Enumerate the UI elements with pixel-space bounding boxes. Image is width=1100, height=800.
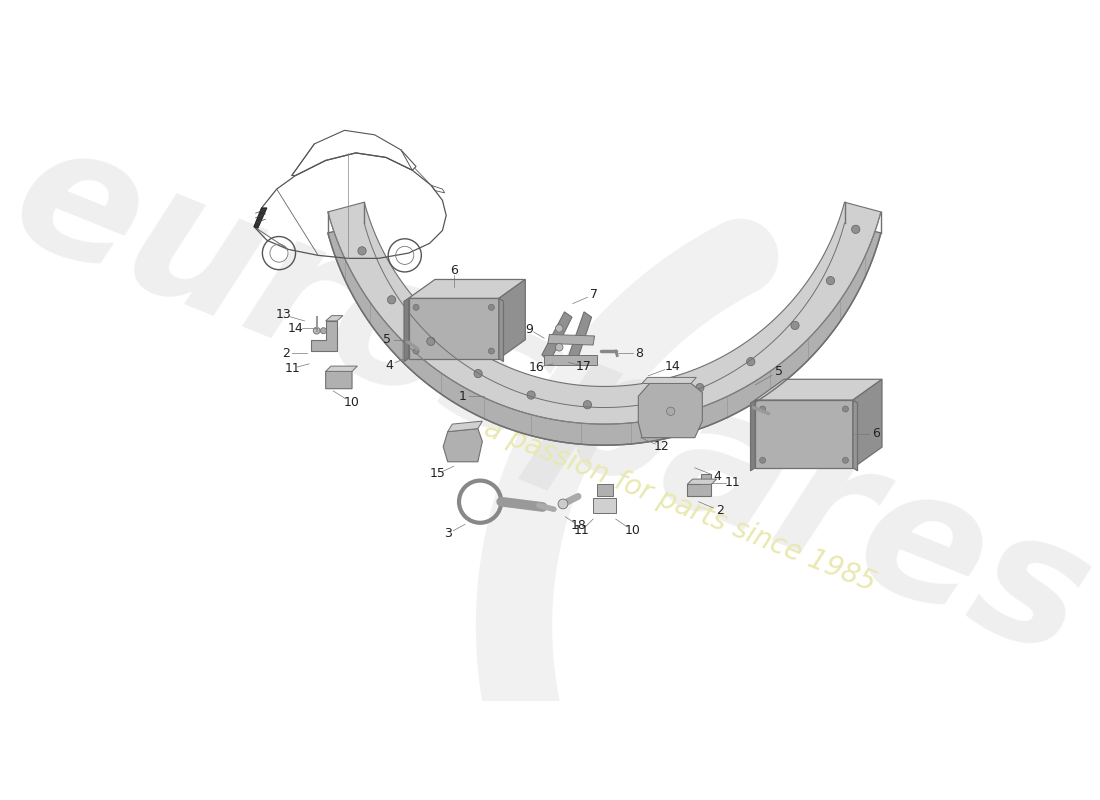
Circle shape xyxy=(320,328,327,334)
Circle shape xyxy=(387,296,396,304)
Polygon shape xyxy=(642,378,696,383)
Text: 2: 2 xyxy=(282,346,289,360)
Text: 5: 5 xyxy=(776,365,783,378)
Circle shape xyxy=(488,348,494,354)
Polygon shape xyxy=(688,474,712,497)
Polygon shape xyxy=(443,429,483,462)
Circle shape xyxy=(488,304,494,310)
Text: 3: 3 xyxy=(444,527,452,540)
Circle shape xyxy=(843,458,848,463)
Text: 6: 6 xyxy=(450,264,458,277)
Text: 18: 18 xyxy=(571,519,586,532)
Text: 4: 4 xyxy=(385,359,393,372)
Text: 8: 8 xyxy=(635,346,643,360)
Polygon shape xyxy=(544,355,597,365)
Text: 7: 7 xyxy=(590,288,598,301)
Text: 15: 15 xyxy=(429,467,446,480)
Circle shape xyxy=(640,398,649,406)
Circle shape xyxy=(358,246,366,255)
Polygon shape xyxy=(548,334,595,345)
Text: eurospares: eurospares xyxy=(0,105,1100,695)
Text: 11: 11 xyxy=(285,362,300,375)
Polygon shape xyxy=(852,379,882,468)
Polygon shape xyxy=(448,421,483,432)
Circle shape xyxy=(314,327,320,334)
Text: 6: 6 xyxy=(871,427,880,440)
Text: 10: 10 xyxy=(343,396,360,409)
Circle shape xyxy=(791,322,799,330)
Polygon shape xyxy=(254,208,267,228)
Polygon shape xyxy=(499,279,526,358)
Circle shape xyxy=(474,370,482,378)
Circle shape xyxy=(583,401,592,409)
Text: 16: 16 xyxy=(529,361,544,374)
Circle shape xyxy=(556,343,563,351)
Text: 13: 13 xyxy=(276,308,292,322)
Text: 9: 9 xyxy=(525,322,533,336)
Text: a passion for parts since 1985: a passion for parts since 1985 xyxy=(480,414,880,597)
Polygon shape xyxy=(688,479,716,484)
Text: 2: 2 xyxy=(716,504,724,518)
Polygon shape xyxy=(542,312,572,362)
Polygon shape xyxy=(408,298,499,358)
Text: 12: 12 xyxy=(653,440,670,454)
Text: 14: 14 xyxy=(664,360,680,374)
Text: 10: 10 xyxy=(625,524,640,537)
Text: 5: 5 xyxy=(384,334,392,346)
Text: 1: 1 xyxy=(459,390,466,402)
Circle shape xyxy=(843,406,848,412)
Polygon shape xyxy=(408,279,526,298)
Text: 11: 11 xyxy=(574,524,590,537)
Polygon shape xyxy=(569,312,592,362)
Circle shape xyxy=(760,406,766,412)
Polygon shape xyxy=(404,298,408,362)
Circle shape xyxy=(695,383,704,392)
Circle shape xyxy=(556,325,563,332)
Circle shape xyxy=(558,499,568,509)
Text: 14: 14 xyxy=(288,322,304,335)
Polygon shape xyxy=(499,298,504,362)
Polygon shape xyxy=(328,202,881,424)
Circle shape xyxy=(414,348,419,354)
Circle shape xyxy=(851,225,860,234)
Circle shape xyxy=(414,304,419,310)
Circle shape xyxy=(667,407,674,415)
Polygon shape xyxy=(750,400,755,471)
Polygon shape xyxy=(755,379,882,400)
Polygon shape xyxy=(638,383,702,438)
Polygon shape xyxy=(326,368,352,389)
Polygon shape xyxy=(326,366,358,371)
Polygon shape xyxy=(852,400,858,471)
Text: 4: 4 xyxy=(714,470,722,483)
Text: 17: 17 xyxy=(575,360,591,373)
Polygon shape xyxy=(593,498,616,513)
Circle shape xyxy=(760,458,766,463)
Polygon shape xyxy=(597,484,614,497)
Polygon shape xyxy=(328,223,881,445)
Circle shape xyxy=(527,391,536,399)
Polygon shape xyxy=(326,316,343,321)
Circle shape xyxy=(427,337,434,346)
Text: 11: 11 xyxy=(725,476,740,490)
Circle shape xyxy=(747,358,755,366)
Polygon shape xyxy=(755,400,852,468)
Polygon shape xyxy=(310,321,337,351)
Circle shape xyxy=(826,277,835,285)
